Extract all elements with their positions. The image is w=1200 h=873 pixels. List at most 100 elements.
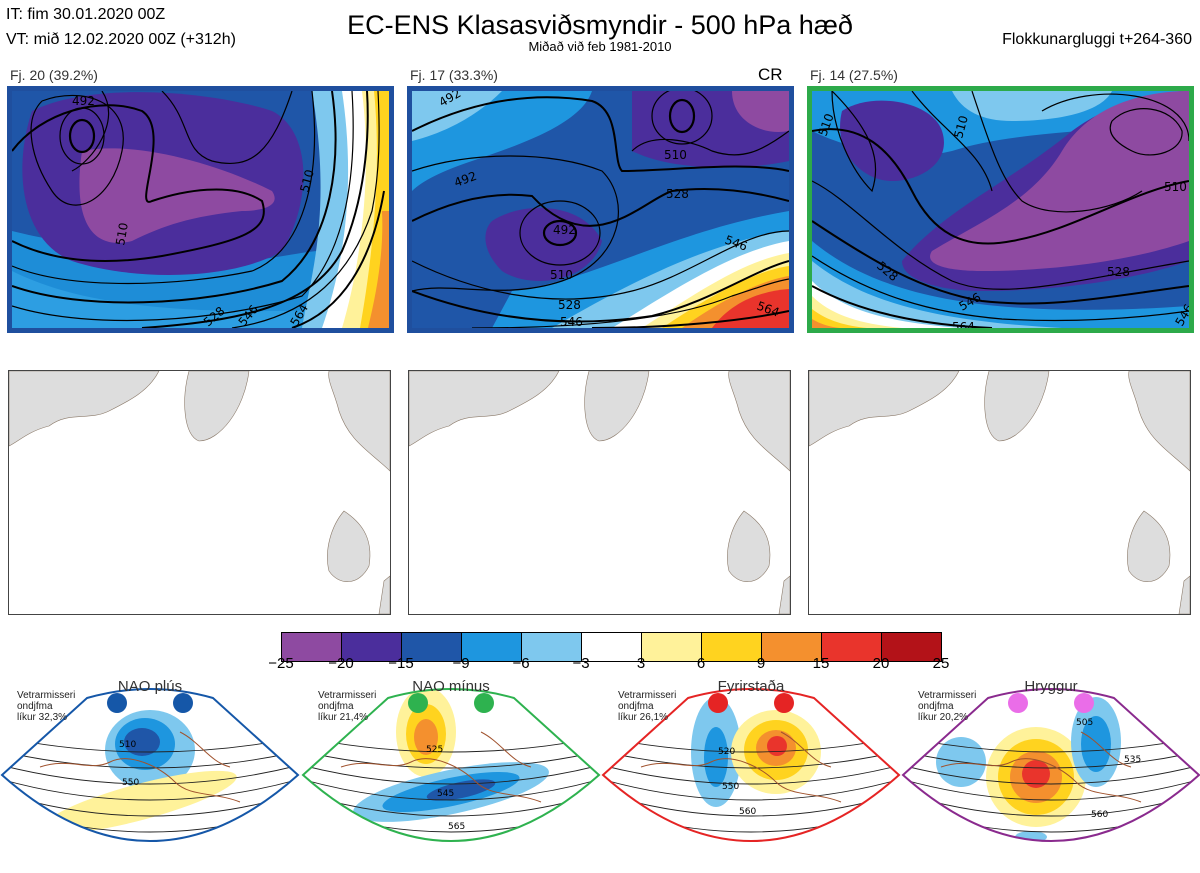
contour-label: 528 [1107, 265, 1130, 279]
regime-marker-dot [173, 693, 193, 713]
regime-coastline [640, 731, 842, 803]
blank-map-1-svg [9, 371, 390, 614]
regime-name: NAO mínus [412, 678, 490, 695]
regime-contour [2, 736, 298, 753]
contour-label: 510 [951, 114, 970, 140]
anomaly-field [368, 211, 389, 328]
classification-window: Flokkunargluggi t+264-360 [1002, 31, 1192, 48]
regime-marker-dot [408, 693, 428, 713]
height-contour [591, 310, 789, 328]
regime-meta-line: Vetrarmisseri [17, 690, 76, 701]
land-greenland [184, 371, 250, 442]
contour-label: 564 [952, 320, 975, 328]
colorbar-segment [701, 632, 762, 662]
regime-panel[interactable]: 520 550 560 Fyrirstaða Vetrarmisseri ondjfma l… [601, 672, 901, 868]
height-contour [542, 219, 578, 247]
regime-contour [303, 764, 599, 785]
land-europe [378, 575, 390, 614]
height-contour [231, 91, 380, 328]
colorbar-tick-label: 15 [812, 655, 830, 672]
colorbar-segment [401, 632, 462, 662]
colorbar-tick-label: 9 [756, 655, 766, 672]
colorbar-segment [821, 632, 882, 662]
regime-contour [303, 778, 599, 801]
regime-name: Fyrirstaða [717, 678, 785, 695]
panel-3-label: Fj. 14 (27.5%) [810, 67, 898, 83]
height-contour [161, 91, 293, 165]
cluster-map-1[interactable]: 492 510 528 546 564 510 [7, 86, 394, 333]
regime-meta-line: ondjfma [918, 701, 954, 712]
colorbar-tick-label: −20 [328, 655, 354, 672]
land-greenland [584, 371, 650, 442]
regime-marker-dot [107, 693, 127, 713]
contour-label: 510 [550, 268, 573, 282]
page-subtitle: Miðað við feb 1981-2010 [528, 39, 672, 54]
height-contour [68, 118, 96, 154]
cluster-map-2[interactable]: 492 492 510 528 510 546 528 546 564 492 [407, 86, 794, 333]
regime-contour-label: 545 [437, 789, 454, 799]
cluster-map-2-svg: 492 492 510 528 510 546 528 546 564 492 [412, 91, 789, 328]
height-contour [291, 190, 385, 328]
anomaly-field [412, 91, 502, 141]
regime-contour [903, 764, 1199, 785]
land-scandinavia [1128, 371, 1190, 472]
height-contour [30, 94, 124, 206]
colorbar-tick-label: 25 [932, 655, 950, 672]
regime-meta-line: líkur 32,3% [17, 712, 68, 723]
regime-marker-dot [708, 693, 728, 713]
regime-panel[interactable]: 525 545 565 NAO mínus Vetrarmisseri ondjfma lí… [301, 672, 601, 868]
blank-map-2[interactable] [408, 370, 791, 615]
contour-label: 510 [1164, 180, 1187, 194]
height-contour [911, 91, 993, 192]
regime-contour [903, 750, 1199, 769]
cluster-map-3[interactable]: 510 510 528 546 564 528 546 510 [807, 86, 1194, 333]
regime-contour [603, 764, 899, 785]
regime-contour-label: 520 [718, 747, 735, 757]
anomaly-field [840, 100, 944, 181]
blank-map-1[interactable] [8, 370, 391, 615]
regime-marker-dot [1074, 693, 1094, 713]
colorbar-segment [461, 632, 522, 662]
regime-anomaly-blob [414, 719, 438, 755]
valid-time: VT: mið 12.02.2020 00Z (+312h) [6, 31, 236, 48]
regime-panel[interactable]: 510 550 NAO plús Vetrarmisseri ondjfma líkur … [0, 672, 300, 868]
regime-contour-label: 505 [1076, 718, 1093, 728]
height-contour [651, 91, 713, 145]
contour-label: 510 [113, 222, 131, 247]
anomaly-field [812, 296, 902, 328]
regime-panel[interactable]: 505 535 560 Hryggur Vetrarmisseri ondjfma líku… [901, 672, 1200, 868]
land-scandinavia [328, 371, 390, 472]
init-time: IT: fim 30.01.2020 00Z [6, 6, 166, 23]
height-contour [471, 278, 789, 328]
anomaly-field [79, 148, 275, 243]
regime-name: NAO plús [117, 678, 183, 695]
regime-name: Hryggur [1024, 678, 1078, 695]
land-europe [778, 575, 790, 614]
regime-meta-line: Vetrarmisseri [918, 690, 977, 701]
colorbar-segment [341, 632, 402, 662]
colorbar-tick-label: 20 [872, 655, 890, 672]
regime-anomaly-blob [767, 736, 787, 756]
regime-contour-label: 550 [122, 778, 139, 788]
regime-coastline [340, 731, 542, 803]
height-contour [412, 230, 789, 300]
height-contours [12, 91, 385, 328]
height-contour [1109, 108, 1183, 156]
regime-meta: Vetrarmisseri ondjfma líkur 26,1% [618, 690, 676, 723]
regime-contour-label: 550 [722, 782, 739, 792]
height-contour [71, 91, 110, 172]
regime-meta-line: ondjfma [318, 701, 354, 712]
blank-map-3[interactable] [808, 370, 1191, 615]
blank-map-2-svg [409, 371, 790, 614]
regime-fan-map: 505 535 560 [901, 688, 1200, 842]
contour-label: 528 [666, 187, 689, 201]
regime-contour-label: 565 [448, 822, 465, 832]
land-north [409, 371, 560, 447]
land-north [809, 371, 960, 447]
cluster-map-3-svg: 510 510 528 546 564 528 546 510 [812, 91, 1189, 328]
regime-meta-line: líkur 26,1% [618, 712, 669, 723]
regime-anomaly-blob [704, 727, 728, 787]
height-contour [812, 285, 993, 328]
land-british-isles [727, 510, 771, 582]
regime-contour-label: 535 [1124, 755, 1141, 765]
